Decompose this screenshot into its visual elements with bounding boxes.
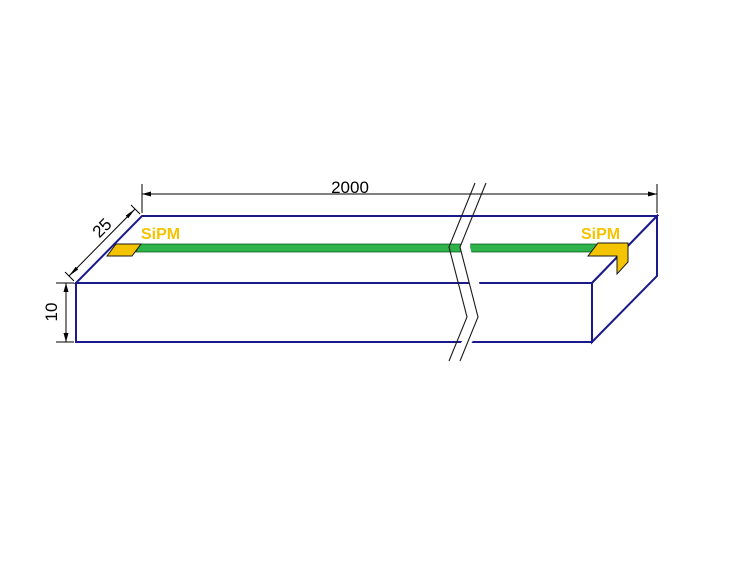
width-dimension bbox=[64, 204, 141, 282]
height-dimension bbox=[56, 282, 74, 343]
sipm-left-icon bbox=[106, 243, 142, 257]
fiber bbox=[135, 243, 601, 253]
height-label: 10 bbox=[42, 303, 61, 322]
bar-front-face bbox=[75, 282, 593, 343]
sipm-right-icon bbox=[586, 242, 629, 276]
sipm-left-label: SiPM bbox=[141, 226, 180, 243]
sipm-right-label: SiPM bbox=[581, 226, 620, 243]
break-symbol bbox=[448, 182, 488, 362]
length-label: 2000 bbox=[331, 178, 369, 197]
bar-side-face bbox=[591, 213, 658, 345]
length-dimension bbox=[141, 184, 658, 213]
width-label: 25 bbox=[89, 215, 116, 242]
